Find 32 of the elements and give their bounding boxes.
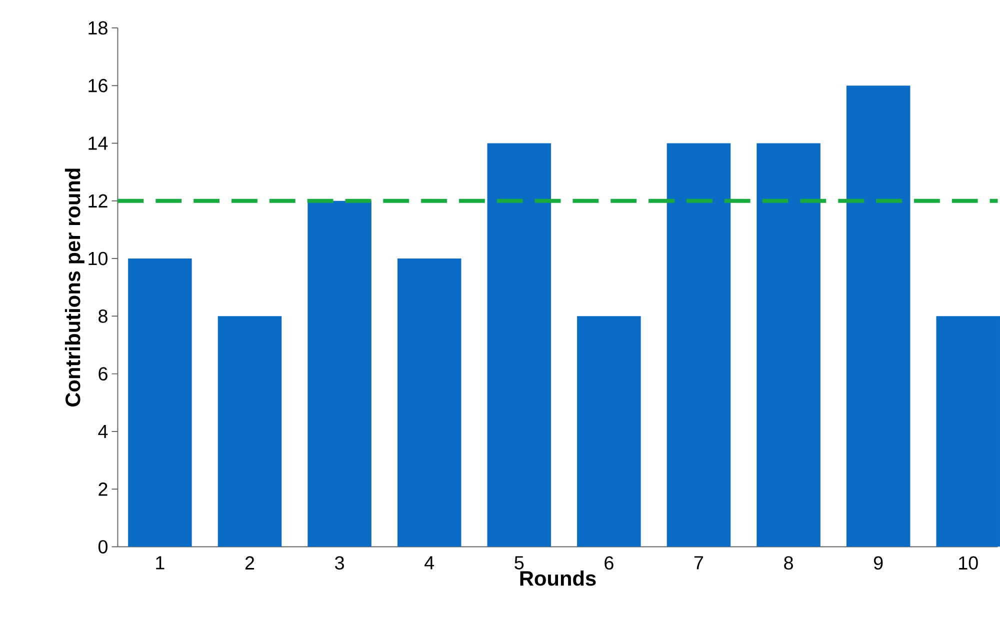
y-tick-label: 2: [98, 482, 108, 496]
bar: [218, 316, 282, 547]
y-tick-label: 4: [98, 425, 108, 438]
x-tick-label: 5: [514, 556, 524, 570]
x-axis-title: Rounds: [520, 570, 596, 586]
x-tick-label: 6: [604, 556, 614, 570]
bar: [487, 143, 552, 547]
y-tick-label: 10: [88, 252, 108, 266]
x-tick-label: 3: [335, 556, 344, 570]
bar: [666, 143, 731, 547]
y-tick-label: 14: [88, 136, 108, 150]
bar: [397, 258, 462, 547]
y-tick-label: 12: [88, 194, 108, 208]
y-tick-label: 8: [98, 310, 108, 324]
bar: [308, 201, 372, 547]
bar: [128, 258, 192, 547]
bar: [756, 143, 820, 547]
x-tick-label: 1: [156, 556, 164, 570]
bar: [936, 316, 1000, 547]
x-tick-label: 8: [784, 556, 793, 570]
y-tick-label: 6: [98, 367, 108, 381]
x-tick-label: 7: [694, 556, 704, 570]
x-tick-label: 2: [245, 556, 254, 570]
bar: [846, 86, 910, 547]
bar: [577, 316, 641, 547]
y-tick-label: 16: [88, 79, 108, 92]
y-axis-title: Contributions per round: [64, 168, 84, 407]
y-tick-label: 0: [98, 540, 108, 554]
x-tick-label: 10: [959, 556, 978, 570]
x-tick-label: 9: [874, 556, 883, 570]
y-tick-label: 18: [88, 21, 108, 35]
x-tick-label: 4: [424, 556, 434, 570]
